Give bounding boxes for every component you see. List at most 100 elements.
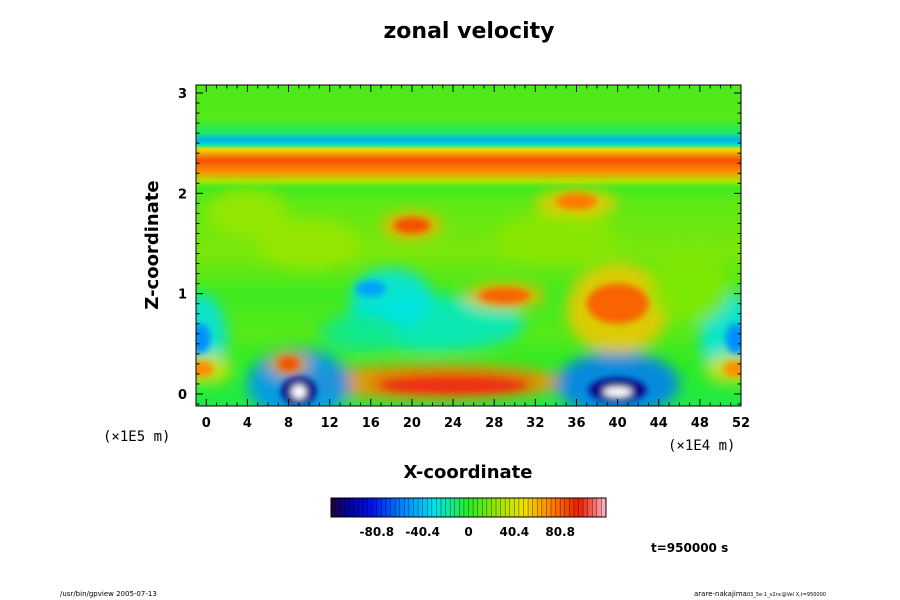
colorbar-segment: [578, 498, 584, 517]
x-tick-label: 12: [321, 416, 339, 431]
colorbar-segment: [555, 498, 561, 517]
colorbar-tick-label: -80.8: [360, 525, 395, 539]
colorbar-segment: [349, 498, 355, 517]
field-feature: [206, 188, 289, 239]
colorbar-tick-label: 0: [464, 525, 472, 539]
x-tick-label: 4: [243, 416, 252, 431]
colorbar-segment: [537, 498, 543, 517]
colorbar-segment: [454, 498, 460, 517]
colorbar-segment: [532, 498, 538, 517]
x-axis-label: X-coordinate: [404, 462, 533, 483]
colorbar-segment: [569, 498, 575, 517]
footer-right: arare-nakajima03_5e-1_v2nc@Vel X,t=95000…: [694, 590, 826, 598]
field-feature: [319, 313, 402, 354]
x-tick-label: 52: [732, 416, 750, 431]
colorbar-segment: [390, 498, 396, 517]
colorbar-segment: [528, 498, 534, 517]
colorbar-segment: [353, 498, 359, 517]
y-tick-label: 3: [178, 87, 187, 102]
colorbar-segment: [518, 498, 524, 517]
time-label: t=950000 s: [651, 541, 728, 555]
colorbar-segment: [344, 498, 350, 517]
field-feature: [648, 253, 731, 324]
x-tick-label: 44: [650, 416, 668, 431]
x-axis-ticks: [195, 85, 742, 406]
y-scale-label: (×1E5 m): [103, 429, 170, 445]
field-cores: [196, 193, 741, 405]
x-tick-label: 36: [567, 416, 585, 431]
colorbar-segment: [335, 498, 341, 517]
colorbar-segment: [399, 498, 405, 517]
field-core: [196, 323, 211, 354]
colorbar-segment: [601, 498, 607, 517]
colorbar-segment: [404, 498, 410, 517]
colorbar-segment: [441, 498, 446, 517]
footer-left: /usr/bin/gpview 2005-07-13: [60, 590, 157, 598]
colorbar-segment: [459, 498, 465, 517]
field-core: [603, 386, 632, 397]
chart-title: zonal velocity: [384, 19, 555, 44]
colorbar-segment: [427, 498, 433, 517]
colorbar-segment: [496, 498, 501, 517]
x-tick-label: 24: [444, 416, 462, 431]
colorbar-segment: [546, 498, 552, 517]
colorbar-segment: [331, 498, 336, 517]
colorbar-segment: [436, 498, 442, 517]
field-core: [725, 323, 741, 354]
colorbar-segment: [422, 498, 428, 517]
colorbar-segments: [331, 498, 607, 517]
colorbar-segment: [505, 498, 511, 517]
colorbar-segment: [560, 498, 566, 517]
field-core: [393, 217, 431, 234]
y-tick-label: 2: [178, 187, 187, 202]
x-tick-label: 40: [609, 416, 627, 431]
colorbar-tick-label: 80.8: [545, 525, 575, 539]
colorbar-segment: [500, 498, 506, 517]
x-tick-label: 32: [526, 416, 544, 431]
y-axis-label: Z-coordinate: [142, 180, 163, 309]
y-tick-label: 0: [178, 388, 187, 403]
colorbar-segment: [573, 498, 579, 517]
x-tick-label: 8: [284, 416, 293, 431]
field-core: [355, 280, 387, 297]
colorbar-segment: [386, 498, 391, 517]
colorbar-segment: [473, 498, 479, 517]
colorbar-segment: [413, 498, 419, 517]
field-core: [196, 360, 214, 377]
field-core: [586, 283, 649, 324]
colorbar-segment: [482, 498, 488, 517]
field-core: [723, 360, 741, 377]
y-axis-ticks: [196, 92, 741, 405]
colorbar-segment: [363, 498, 369, 517]
colorbar-segment: [486, 498, 492, 517]
x-scale-label: (×1E4 m): [668, 438, 735, 454]
colorbar: -80.8 -40.4 0 40.4 80.8: [330, 497, 607, 539]
colorbar-segment: [376, 498, 382, 517]
colorbar-segment: [583, 498, 589, 517]
colorbar-segment: [541, 498, 547, 517]
colorbar-segment: [445, 498, 451, 517]
x-tick-label: 48: [691, 416, 709, 431]
colorbar-segment: [418, 498, 424, 517]
plot-frame: [195, 84, 742, 407]
x-tick-label: 16: [362, 416, 380, 431]
colorbar-segment: [592, 498, 598, 517]
y-tick-label: 1: [178, 288, 187, 303]
colorbar-segment: [523, 498, 529, 517]
colorbar-segment: [450, 498, 456, 517]
footer-right-main: arare-nakajima: [694, 590, 747, 598]
colorbar-tick-labels: -80.8 -40.4 0 40.4 80.8: [360, 525, 575, 539]
colorbar-frame: [330, 497, 607, 518]
x-axis-tick-labels: 0 4 8 12 16 20 24 28 32 36 40 44 48 52: [202, 416, 750, 431]
field-feature: [257, 218, 361, 269]
field-core: [478, 287, 531, 304]
colorbar-segment: [431, 498, 437, 517]
x-tick-label: 20: [403, 416, 421, 431]
colorbar-segment: [587, 498, 593, 517]
x-tick-label: 28: [485, 416, 503, 431]
colorbar-segment: [491, 498, 497, 517]
field-core: [381, 379, 526, 392]
colorbar-segment: [463, 498, 469, 517]
